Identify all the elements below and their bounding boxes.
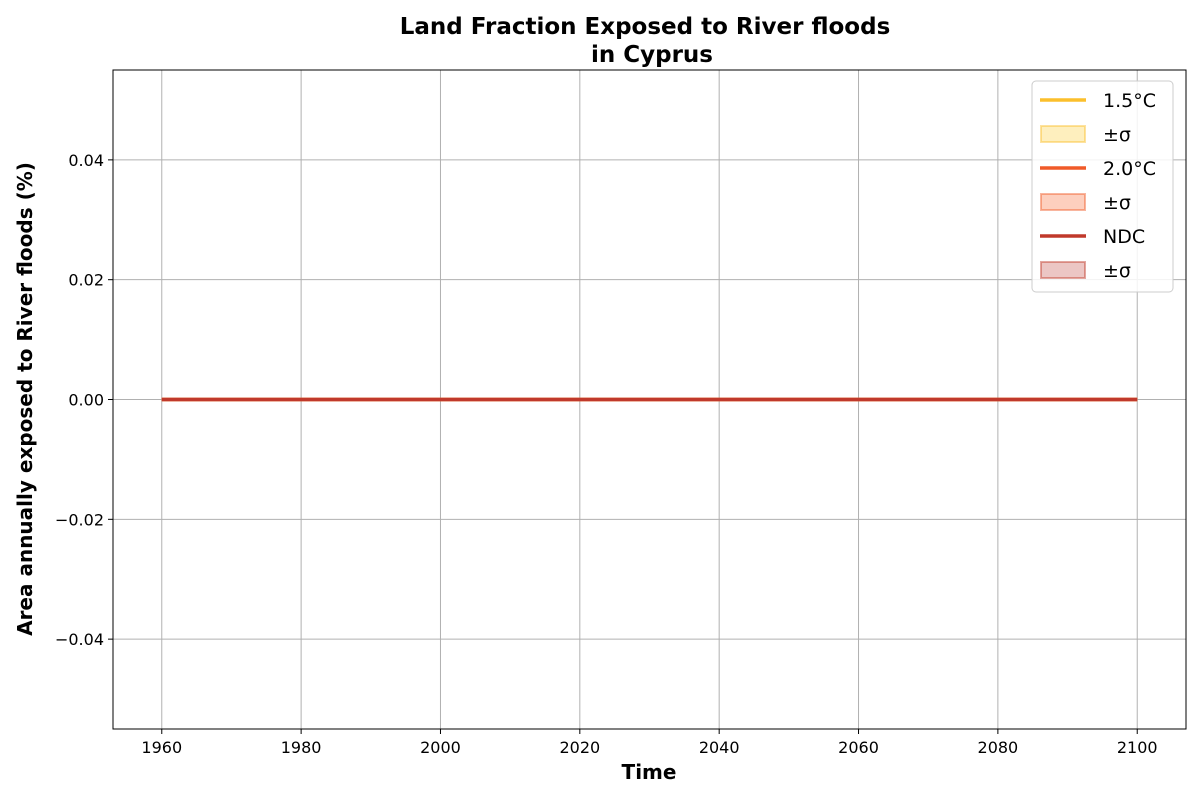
x-tick-label: 2060 bbox=[838, 738, 879, 757]
legend-entry-line: NDC bbox=[1040, 226, 1145, 248]
x-tick-label: 1980 bbox=[281, 738, 322, 757]
legend-label: ±σ bbox=[1103, 124, 1131, 146]
legend-band-swatch bbox=[1040, 261, 1086, 279]
y-axis-label: Area annually exposed to River floods (%… bbox=[13, 162, 37, 636]
legend: 1.5°C ±σ 2.0°C ±σ NDC ±σ bbox=[1031, 80, 1174, 293]
legend-label: ±σ bbox=[1103, 260, 1131, 282]
legend-label: 1.5°C bbox=[1103, 90, 1156, 112]
y-tick-label: −0.02 bbox=[55, 510, 104, 529]
legend-entry-band: ±σ bbox=[1040, 260, 1131, 282]
x-tick-label: 2000 bbox=[420, 738, 461, 757]
y-tick-label: 0.04 bbox=[68, 151, 104, 170]
chart-subtitle: in Cyprus bbox=[591, 42, 713, 68]
plot-area-frame bbox=[112, 69, 1187, 730]
x-tick-label: 2020 bbox=[559, 738, 600, 757]
y-tick-label: 0.00 bbox=[68, 391, 104, 410]
x-tick-label: 2080 bbox=[978, 738, 1019, 757]
chart-title: Land Fraction Exposed to River floods bbox=[400, 14, 891, 40]
legend-band-swatch bbox=[1040, 193, 1086, 211]
legend-band-swatch bbox=[1040, 125, 1086, 143]
legend-entry-line: 1.5°C bbox=[1040, 90, 1156, 112]
x-axis-label: Time bbox=[622, 760, 677, 784]
legend-entry-band: ±σ bbox=[1040, 192, 1131, 214]
x-axis-ticks: 1960 1980 2000 2020 2040 2060 2080 2100 bbox=[141, 729, 1158, 757]
y-axis-ticks: −0.04 −0.02 0.00 0.02 0.04 bbox=[55, 151, 113, 649]
y-tick-label: −0.04 bbox=[55, 630, 104, 649]
y-tick-label: 0.02 bbox=[68, 271, 104, 290]
x-tick-label: 2100 bbox=[1117, 738, 1158, 757]
x-tick-label: 2040 bbox=[699, 738, 740, 757]
legend-label: ±σ bbox=[1103, 192, 1131, 214]
legend-label: NDC bbox=[1103, 226, 1145, 248]
legend-entry-line: 2.0°C bbox=[1040, 158, 1156, 180]
legend-entry-band: ±σ bbox=[1040, 124, 1131, 146]
legend-label: 2.0°C bbox=[1103, 158, 1156, 180]
x-tick-label: 1960 bbox=[141, 738, 182, 757]
